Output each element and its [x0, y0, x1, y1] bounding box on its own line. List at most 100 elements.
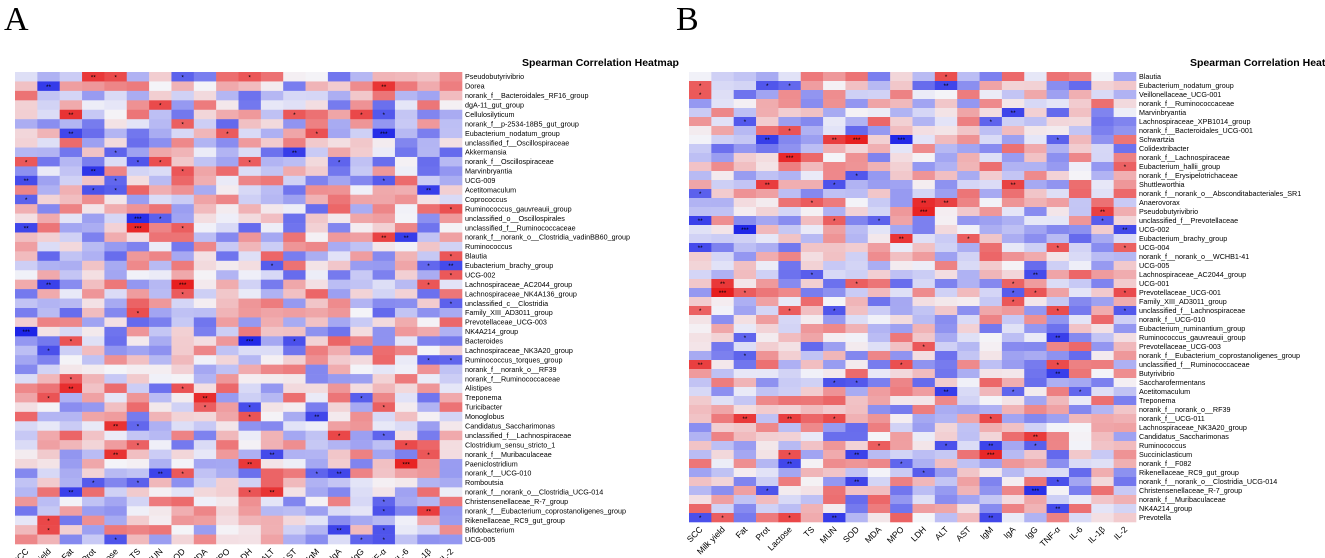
heatmap-cell — [867, 432, 891, 442]
heatmap-cell — [305, 487, 329, 498]
heatmap-cell — [394, 506, 418, 516]
heatmap-cell — [238, 138, 262, 148]
heatmap-cell — [59, 449, 83, 460]
heatmap-cell — [216, 241, 239, 252]
heatmap-cell — [1001, 261, 1025, 271]
heatmap-cell — [283, 81, 306, 92]
heatmap-cell — [1024, 90, 1047, 100]
heatmap-cell — [149, 194, 172, 205]
heatmap-cell — [1046, 405, 1070, 415]
heatmap-cell — [126, 317, 150, 328]
heatmap-cell — [104, 392, 128, 403]
heatmap-cell — [372, 440, 396, 450]
heatmap-cell — [823, 432, 846, 442]
heatmap-cell — [126, 534, 150, 545]
heatmap-cell — [1091, 90, 1114, 100]
heatmap-cell — [216, 204, 239, 214]
heatmap-cell — [733, 405, 757, 415]
heatmap-cell — [417, 449, 440, 460]
heatmap-cell — [37, 251, 60, 262]
heatmap-cell — [37, 241, 60, 252]
heatmap-cell — [238, 459, 262, 469]
column-label: TS — [128, 546, 143, 558]
heatmap-cell — [238, 289, 262, 299]
heatmap-cell — [1001, 297, 1025, 307]
heatmap-cell — [15, 119, 38, 129]
significance-mark: * — [1079, 389, 1082, 396]
heatmap-cell — [82, 194, 105, 205]
significance-mark: ** — [720, 281, 726, 288]
heatmap-cell — [59, 468, 83, 479]
heatmap-cell — [756, 243, 779, 253]
heatmap-cell — [15, 156, 38, 167]
heatmap-cell — [1113, 135, 1137, 145]
heatmap-cell — [1046, 468, 1070, 478]
heatmap-cell — [193, 411, 217, 422]
significance-mark: * — [383, 433, 386, 440]
heatmap-cell — [350, 128, 373, 139]
heatmap-cell — [193, 251, 217, 262]
heatmap-cell — [283, 402, 306, 413]
heatmap-cell — [439, 194, 463, 205]
heatmap-cell — [15, 166, 38, 177]
heatmap-cell — [689, 234, 712, 244]
heatmap-cell — [82, 326, 105, 337]
heatmap-cell — [934, 297, 958, 307]
heatmap-cell — [778, 162, 802, 172]
heatmap-cell — [417, 515, 440, 526]
heatmap-cell — [867, 333, 891, 343]
heatmap-cell — [104, 402, 128, 413]
heatmap-cell — [283, 119, 306, 129]
heatmap-cell — [260, 411, 284, 422]
heatmap-cell — [1046, 198, 1070, 208]
heatmap-cell — [59, 383, 83, 394]
heatmap-cell — [823, 513, 846, 523]
significance-mark: *** — [179, 282, 187, 289]
significance-mark: * — [788, 452, 791, 459]
heatmap-cell — [305, 468, 329, 479]
heatmap-cell — [733, 414, 757, 424]
heatmap-cell — [800, 270, 824, 280]
heatmap-cell — [126, 241, 150, 252]
significance-mark: * — [833, 182, 836, 189]
heatmap-cell — [238, 213, 262, 224]
heatmap-cell — [260, 279, 284, 290]
heatmap-cell — [37, 468, 60, 479]
heatmap-cell — [1113, 234, 1137, 244]
significance-mark: ** — [68, 112, 74, 119]
heatmap-cell — [1068, 423, 1092, 433]
heatmap-cell — [800, 324, 824, 334]
heatmap-cell — [193, 128, 217, 139]
column-label: Prot — [79, 546, 98, 558]
heatmap-cell — [417, 525, 440, 535]
heatmap-cell — [126, 213, 150, 224]
heatmap-cell — [890, 81, 913, 91]
heatmap-cell — [15, 336, 38, 347]
heatmap-cell — [238, 440, 262, 450]
heatmap-cell — [82, 459, 105, 469]
heatmap-cell — [1113, 495, 1137, 505]
heatmap-cell — [890, 207, 913, 217]
heatmap-cell — [417, 204, 440, 214]
heatmap-cell — [845, 306, 869, 316]
heatmap-cell — [912, 252, 936, 262]
heatmap-cell — [1001, 441, 1025, 451]
heatmap-cell — [1113, 279, 1137, 289]
heatmap-cell — [305, 411, 329, 422]
heatmap-cell — [1024, 234, 1047, 244]
heatmap-cell — [149, 241, 172, 252]
heatmap-cell — [756, 378, 779, 388]
heatmap-cell — [733, 450, 757, 460]
heatmap-cell — [193, 477, 217, 488]
heatmap-cell — [238, 175, 262, 186]
heatmap-cell — [171, 90, 195, 101]
heatmap-cell — [1113, 396, 1137, 406]
heatmap-cell — [912, 459, 936, 469]
heatmap-cell — [800, 504, 824, 514]
heatmap-cell — [733, 180, 757, 190]
heatmap-cell — [305, 128, 329, 139]
heatmap-cell — [1113, 162, 1137, 172]
heatmap-cell — [979, 108, 1003, 118]
heatmap-cell — [372, 383, 396, 394]
row-label: norank_f__norank_o__Absconditabacteriale… — [1139, 189, 1301, 198]
